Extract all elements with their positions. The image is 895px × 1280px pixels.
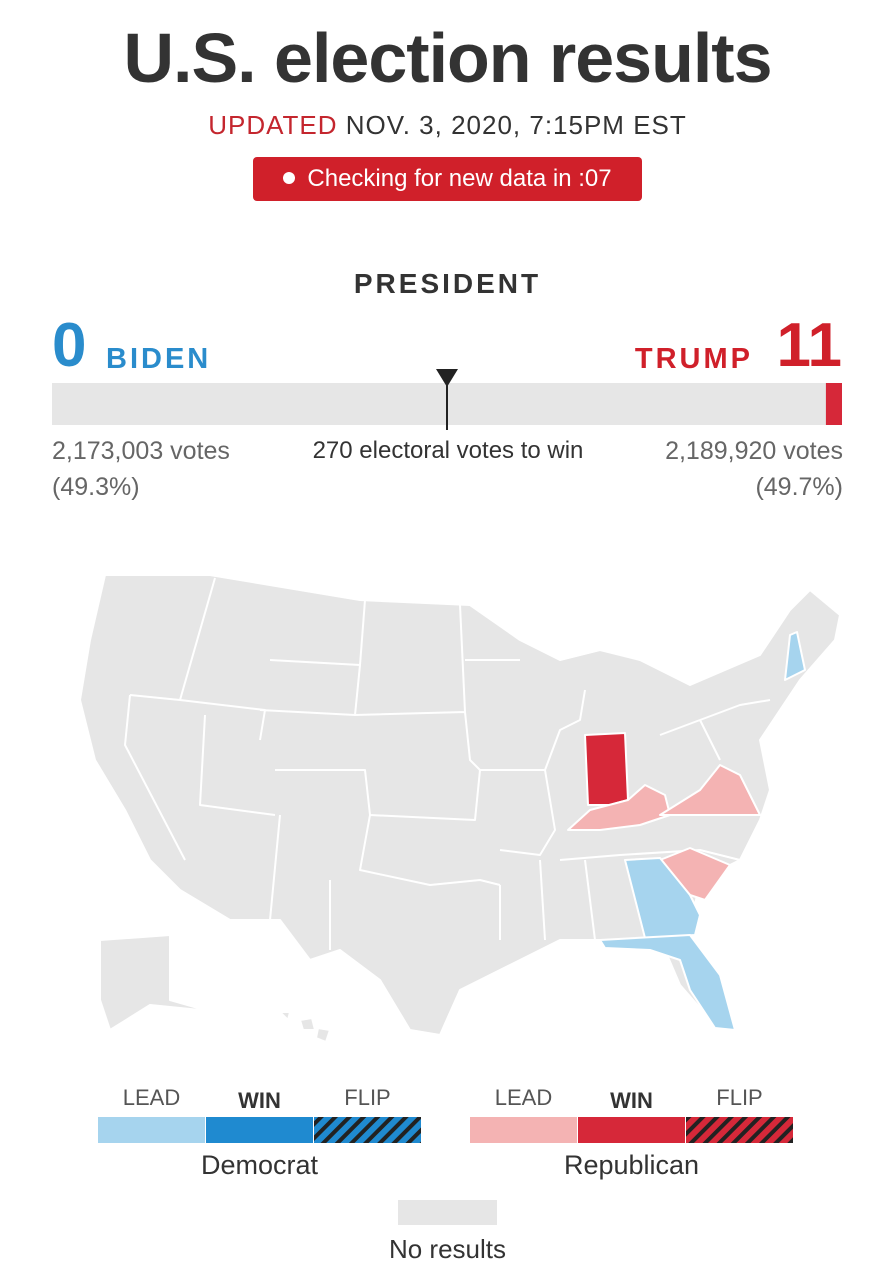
vote-count: 2,173,003 votes bbox=[52, 437, 230, 465]
swatch-dem-lead bbox=[98, 1117, 205, 1143]
trump-bar bbox=[825, 383, 842, 425]
threshold-marker bbox=[436, 369, 458, 387]
legend-item: LEAD bbox=[494, 1085, 553, 1110]
state-indiana bbox=[584, 732, 629, 806]
swatch-no-results bbox=[398, 1200, 497, 1225]
updated-line: UPDATED NOV. 3, 2020, 7:15PM EST bbox=[0, 110, 895, 141]
state-florida bbox=[599, 934, 736, 1031]
biden-electoral: 0 bbox=[52, 311, 87, 380]
trump-electoral: 11 bbox=[776, 311, 842, 380]
status-badge: Checking for new data in :07 bbox=[253, 157, 642, 201]
trump-name: TRUMP bbox=[634, 343, 753, 375]
legend-item: WIN bbox=[610, 1088, 653, 1113]
vote-share: (49.3%) bbox=[52, 473, 140, 501]
status-text: Checking for new data in :07 bbox=[307, 165, 612, 192]
swatch-rep-flip bbox=[686, 1117, 793, 1143]
threshold-label: 270 electoral votes to win bbox=[312, 437, 584, 464]
legend-group: Democrat bbox=[200, 1150, 319, 1180]
legend-swatches bbox=[98, 1117, 793, 1225]
state-borders bbox=[124, 577, 771, 950]
results-map bbox=[79, 574, 841, 1043]
legend-item: FLIP bbox=[344, 1085, 391, 1110]
trump-votes: 2,189,920 votes (49.7%) bbox=[665, 433, 843, 505]
biden-name: BIDEN bbox=[106, 343, 212, 375]
biden-votes: 2,173,003 votes (49.3%) bbox=[52, 433, 230, 505]
legend-item: WIN bbox=[238, 1088, 281, 1113]
legend-no-results: No results bbox=[388, 1234, 507, 1264]
timestamp: NOV. 3, 2020, 7:15PM EST bbox=[345, 110, 687, 140]
state-virginia bbox=[659, 764, 761, 816]
legend-group: Republican bbox=[563, 1150, 700, 1180]
vote-count: 2,189,920 votes bbox=[665, 437, 843, 465]
legend-item: LEAD bbox=[122, 1085, 181, 1110]
swatch-dem-flip bbox=[314, 1117, 421, 1143]
legend-item: FLIP bbox=[716, 1085, 763, 1110]
swatch-dem-win bbox=[206, 1117, 313, 1143]
swatch-rep-lead bbox=[470, 1117, 577, 1143]
updated-label: UPDATED bbox=[208, 110, 338, 140]
map-alaska bbox=[99, 934, 241, 1031]
swatch-rep-win bbox=[578, 1117, 685, 1143]
state-new-hampshire bbox=[784, 631, 806, 681]
vote-share: (49.7%) bbox=[755, 473, 843, 501]
electoral-bar bbox=[52, 369, 842, 430]
map-hawaii bbox=[279, 1011, 331, 1043]
page-title: U.S. election results bbox=[123, 19, 772, 97]
section-heading: PRESIDENT bbox=[353, 268, 542, 299]
state-kentucky bbox=[567, 784, 671, 831]
